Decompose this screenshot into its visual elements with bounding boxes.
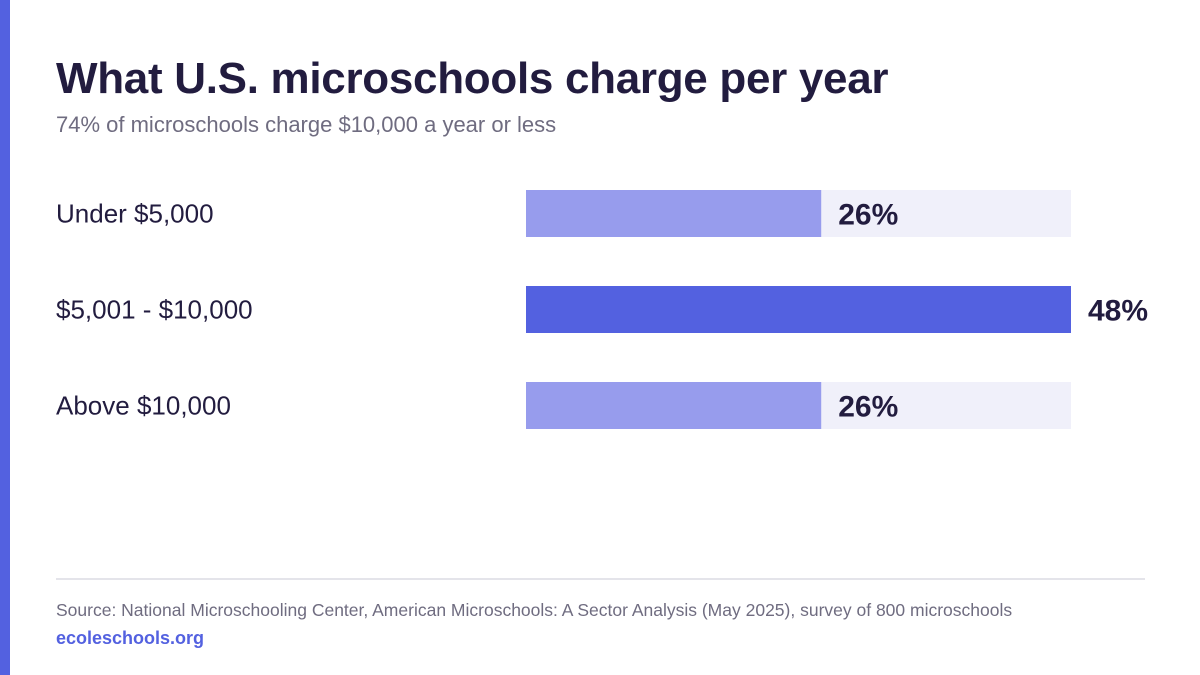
category-label: Under $5,000	[56, 199, 214, 229]
value-label: 26%	[838, 199, 898, 232]
chart-subtitle: 74% of microschools charge $10,000 a yea…	[56, 112, 557, 137]
value-label: 48%	[1088, 295, 1148, 328]
value-label: 26%	[838, 391, 898, 424]
bar	[526, 382, 822, 429]
category-label: Above $10,000	[56, 391, 231, 421]
source-note: Source: National Microschooling Center, …	[56, 600, 1013, 620]
bar	[526, 190, 822, 237]
site-link[interactable]: ecoleschools.org	[56, 628, 205, 648]
category-label: $5,001 - $10,000	[56, 295, 253, 325]
accent-bar	[0, 0, 10, 675]
bar-chart: Under $5,000 26% $5,001 - $10,000 48% Above …	[56, 190, 1148, 429]
divider	[56, 578, 1145, 580]
chart-title: What U.S. microschools charge per year	[56, 54, 889, 103]
bar	[526, 286, 1071, 333]
